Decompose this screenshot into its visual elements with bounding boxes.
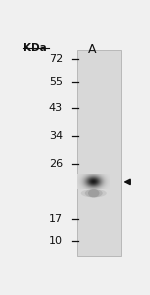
Text: 26: 26 — [49, 159, 63, 169]
Text: 43: 43 — [49, 103, 63, 113]
Text: 34: 34 — [49, 131, 63, 141]
Text: 72: 72 — [49, 54, 63, 64]
Text: A: A — [88, 43, 97, 56]
Text: 10: 10 — [49, 235, 63, 245]
Text: KDa: KDa — [23, 43, 47, 53]
Text: 17: 17 — [49, 214, 63, 224]
Text: 55: 55 — [49, 77, 63, 87]
Ellipse shape — [88, 189, 99, 197]
Ellipse shape — [81, 189, 107, 197]
Ellipse shape — [85, 189, 103, 197]
FancyArrowPatch shape — [125, 179, 130, 184]
Bar — [77, 50, 121, 256]
